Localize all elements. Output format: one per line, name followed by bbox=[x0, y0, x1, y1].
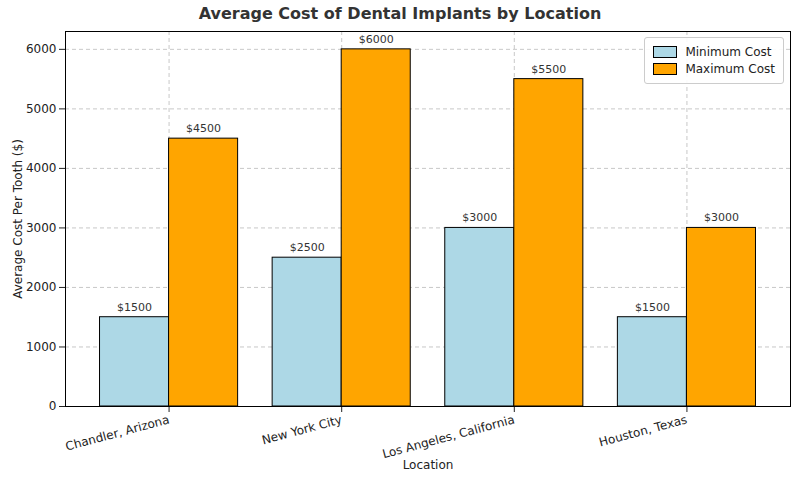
svg-text:6000: 6000 bbox=[26, 42, 57, 56]
svg-text:4000: 4000 bbox=[26, 161, 57, 175]
svg-text:2000: 2000 bbox=[26, 280, 57, 294]
svg-text:1000: 1000 bbox=[26, 340, 57, 354]
svg-text:5000: 5000 bbox=[26, 102, 57, 116]
html-text:Maximum Cost: Maximum Cost bbox=[685, 62, 775, 76]
svg-text:$3000: $3000 bbox=[704, 211, 739, 224]
svg-text:$3000: $3000 bbox=[462, 211, 497, 224]
svg-text:$1500: $1500 bbox=[635, 301, 670, 314]
svg-text:0: 0 bbox=[49, 399, 57, 413]
html-text:Minimum Cost: Minimum Cost bbox=[685, 45, 772, 59]
svg-text:New York City: New York City bbox=[260, 412, 343, 447]
svg-text:$1500: $1500 bbox=[117, 301, 152, 314]
svg-text:3000: 3000 bbox=[26, 221, 57, 235]
svg-text:Location: Location bbox=[403, 458, 454, 472]
svg-text:Houston, Texas: Houston, Texas bbox=[597, 412, 688, 449]
svg-text:$5500: $5500 bbox=[531, 63, 566, 76]
svg-text:$6000: $6000 bbox=[359, 33, 394, 46]
html-text:Average Cost of Dental Implant: Average Cost of Dental Implants by Locat… bbox=[198, 4, 602, 23]
svg-text:$2500: $2500 bbox=[290, 241, 325, 254]
svg-text:Chandler, Arizona: Chandler, Arizona bbox=[64, 412, 171, 453]
svg-text:Average Cost Per Tooth ($): Average Cost Per Tooth ($) bbox=[11, 139, 25, 299]
svg-text:$4500: $4500 bbox=[186, 122, 221, 135]
svg-text:Los Angeles, California: Los Angeles, California bbox=[381, 412, 516, 461]
